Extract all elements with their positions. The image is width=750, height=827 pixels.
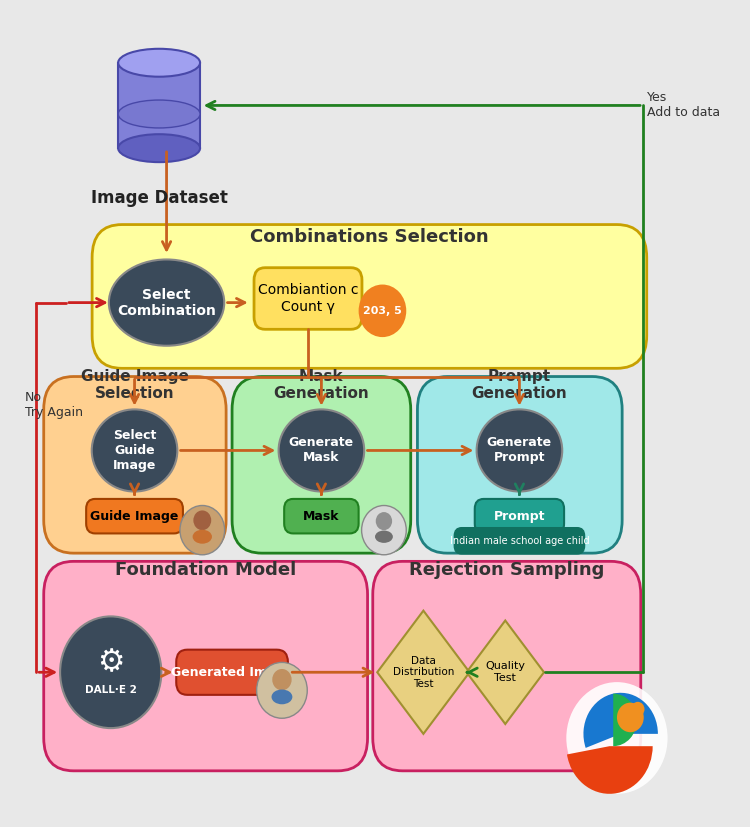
Text: Combiantion c
Count γ: Combiantion c Count γ <box>258 284 358 313</box>
FancyBboxPatch shape <box>284 499 358 533</box>
Wedge shape <box>567 746 652 794</box>
Text: Data
Distribution
Test: Data Distribution Test <box>393 656 454 689</box>
Circle shape <box>272 669 292 691</box>
Text: Prompt: Prompt <box>494 509 545 523</box>
Text: Foundation Model: Foundation Model <box>115 561 296 579</box>
FancyBboxPatch shape <box>86 499 183 533</box>
Circle shape <box>358 284 407 337</box>
Text: Mask
Generation: Mask Generation <box>274 369 369 401</box>
Text: DALL·E 2: DALL·E 2 <box>85 686 136 696</box>
Polygon shape <box>466 620 544 724</box>
Circle shape <box>376 512 392 530</box>
Ellipse shape <box>92 409 177 491</box>
Circle shape <box>60 616 161 728</box>
FancyBboxPatch shape <box>176 650 288 695</box>
Text: Combinations Selection: Combinations Selection <box>251 228 489 246</box>
Text: Indian male school age child: Indian male school age child <box>449 536 590 546</box>
FancyBboxPatch shape <box>118 63 200 148</box>
Wedge shape <box>617 703 644 732</box>
Text: ⚙: ⚙ <box>97 648 124 676</box>
Text: 203, 5: 203, 5 <box>363 306 402 316</box>
Ellipse shape <box>375 531 393 543</box>
Text: No
Try Again: No Try Again <box>25 391 83 419</box>
FancyBboxPatch shape <box>44 562 368 771</box>
Text: Mask: Mask <box>303 509 340 523</box>
FancyBboxPatch shape <box>418 376 622 553</box>
Ellipse shape <box>118 134 200 162</box>
Circle shape <box>256 662 307 719</box>
Text: Rejection Sampling: Rejection Sampling <box>409 561 604 579</box>
Ellipse shape <box>278 409 364 491</box>
Circle shape <box>180 505 224 555</box>
Ellipse shape <box>118 49 200 77</box>
Ellipse shape <box>272 690 292 705</box>
Text: Generated Image: Generated Image <box>171 666 293 679</box>
Text: Yes
Add to data: Yes Add to data <box>646 92 720 119</box>
Text: Select
Combination: Select Combination <box>117 288 216 318</box>
FancyBboxPatch shape <box>475 499 564 533</box>
Circle shape <box>631 702 644 717</box>
Ellipse shape <box>118 100 200 128</box>
Circle shape <box>194 510 211 530</box>
Ellipse shape <box>109 260 224 346</box>
FancyBboxPatch shape <box>373 562 640 771</box>
Wedge shape <box>584 693 658 748</box>
Text: Generate
Prompt: Generate Prompt <box>487 437 552 465</box>
Text: Prompt
Generation: Prompt Generation <box>472 369 567 401</box>
FancyBboxPatch shape <box>232 376 411 553</box>
FancyBboxPatch shape <box>44 376 226 553</box>
Ellipse shape <box>193 530 212 543</box>
FancyBboxPatch shape <box>454 528 584 554</box>
Polygon shape <box>377 610 470 734</box>
Text: Guide Image: Guide Image <box>90 509 178 523</box>
FancyBboxPatch shape <box>92 225 646 368</box>
Ellipse shape <box>476 409 562 491</box>
Wedge shape <box>614 694 637 746</box>
FancyBboxPatch shape <box>254 268 362 329</box>
Circle shape <box>566 682 668 794</box>
Circle shape <box>362 505 407 555</box>
Text: Image Dataset: Image Dataset <box>91 189 227 208</box>
Text: Guide Image
Selection: Guide Image Selection <box>80 369 188 401</box>
Text: Generate
Mask: Generate Mask <box>289 437 354 465</box>
Text: Quality
Test: Quality Test <box>485 662 525 683</box>
Text: Select
Guide
Image: Select Guide Image <box>112 429 156 472</box>
